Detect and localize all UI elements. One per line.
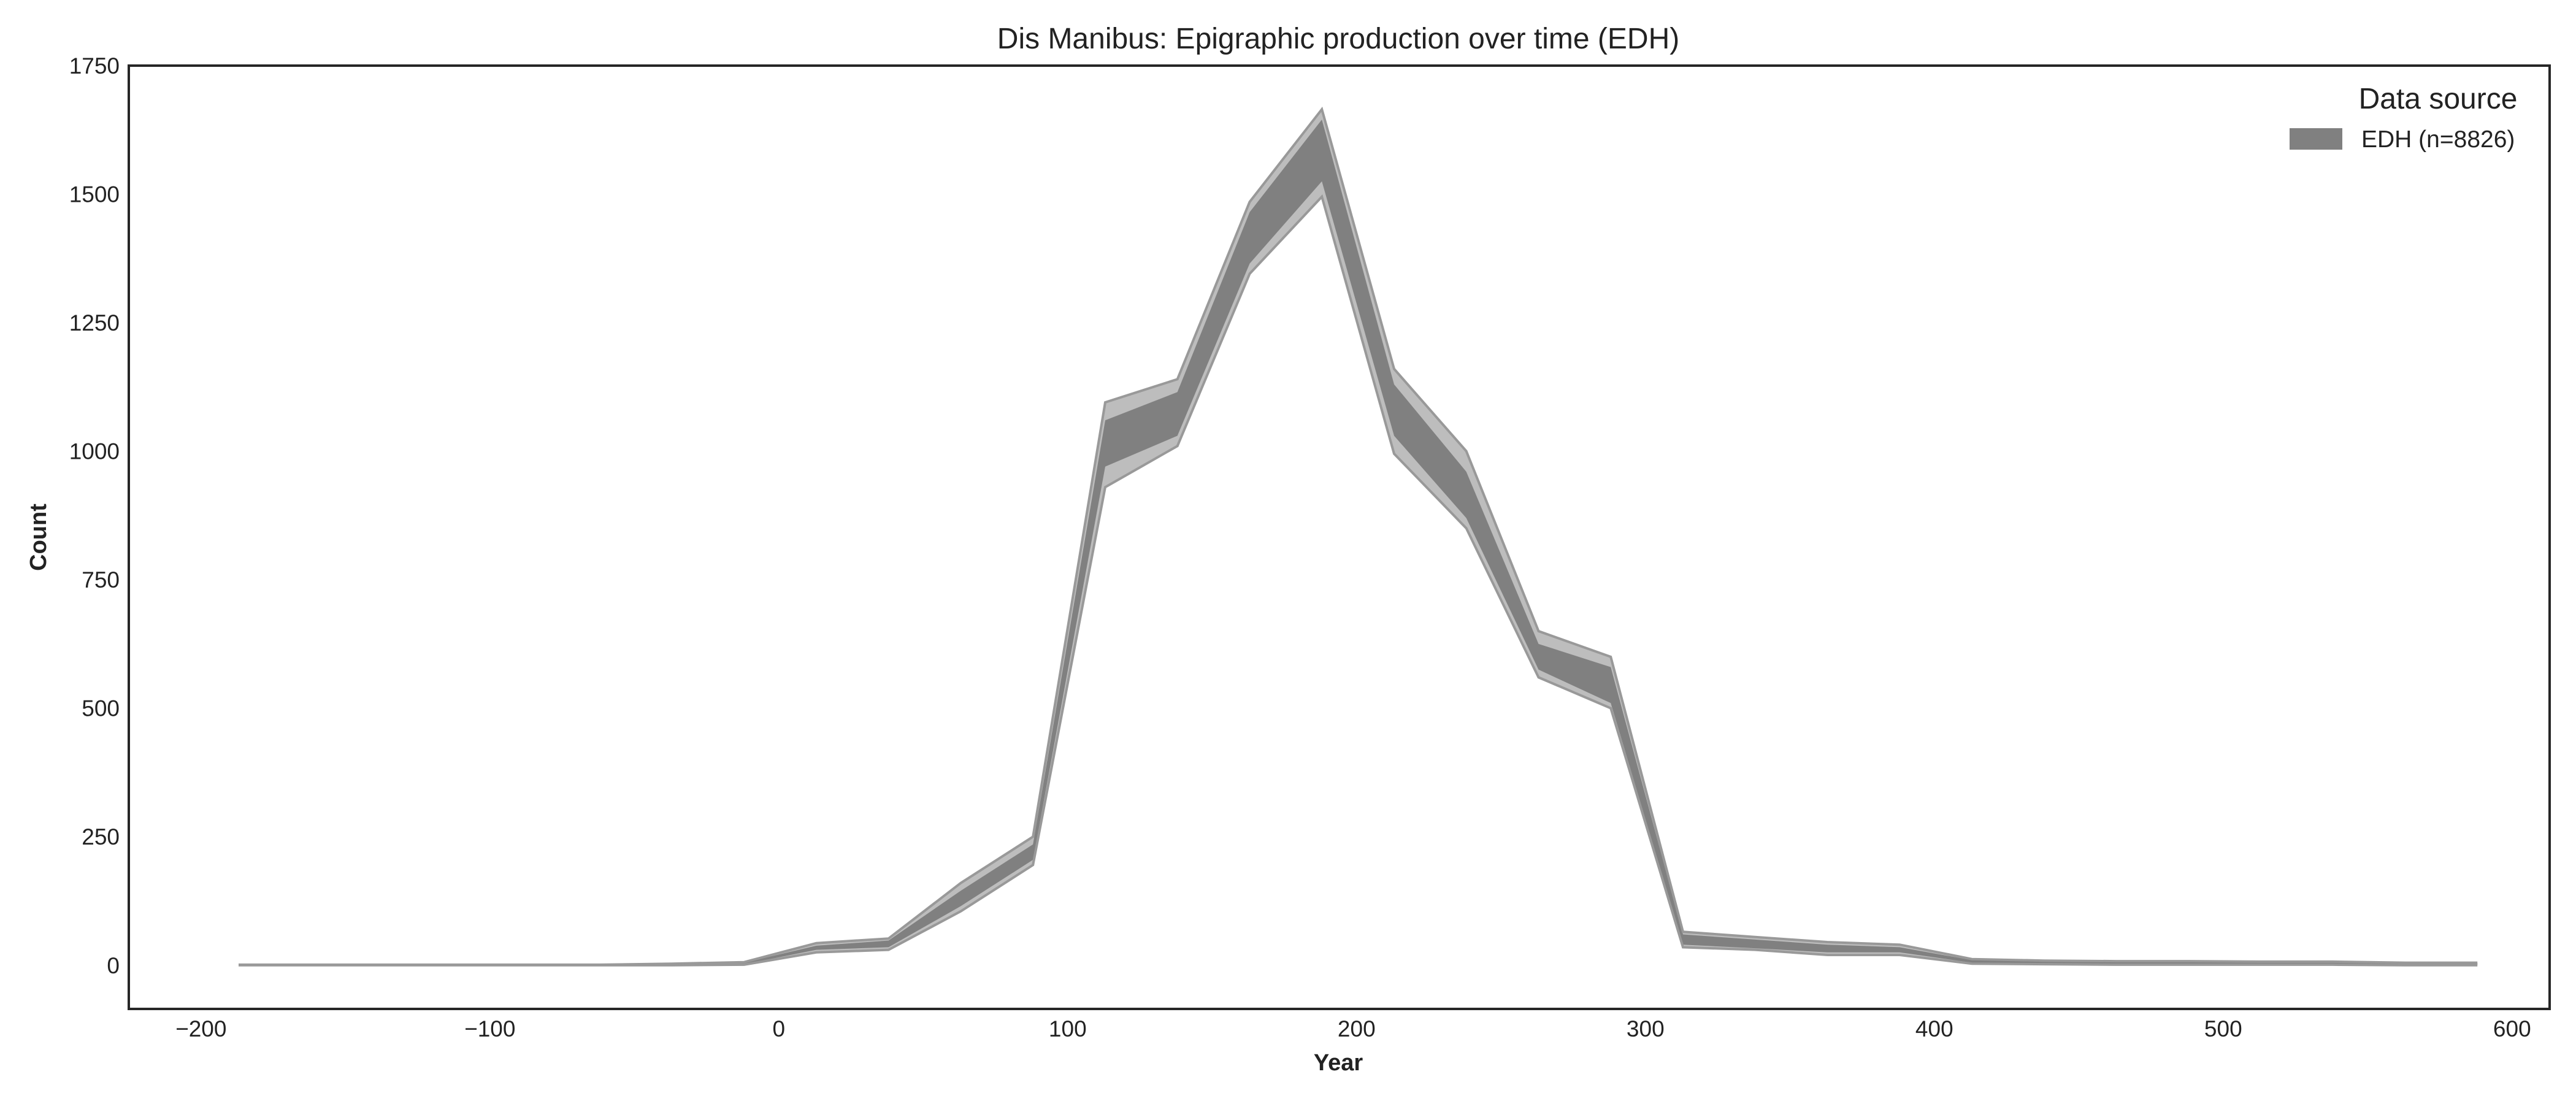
x-tick-label: 100 [1049,1016,1087,1041]
y-tick-label: 250 [82,824,120,849]
x-tick-label: 400 [1915,1016,1953,1041]
y-axis-ticks: 0 250 500 750 1000 1250 1500 1750 [69,53,120,978]
chart-title: Dis Manibus: Epigraphic production over … [997,23,1679,55]
series-0-inner-band [239,120,2478,965]
data-bands [239,106,2478,967]
plot-frame [128,64,2551,1010]
y-tick-label: 1750 [69,53,120,79]
x-axis-label: Year [1314,1050,1363,1076]
x-tick-label: 200 [1338,1016,1376,1041]
legend-swatch [2290,128,2342,150]
plot-area [128,64,2551,1010]
x-axis-ticks: −200 −100 0 100 200 300 400 500 600 [175,1016,2531,1041]
x-tick-label: 300 [1627,1016,1665,1041]
x-tick-label: 0 [773,1016,786,1041]
legend: Data source EDH (n=8826) [2290,83,2517,153]
y-tick-label: 1250 [69,310,120,335]
series-0-lower-line [239,194,2478,967]
legend-title: Data source [2359,83,2518,115]
y-axis-label: Count [26,504,52,571]
y-tick-label: 750 [82,567,120,592]
y-tick-label: 1500 [69,182,120,207]
y-tick-label: 0 [107,953,120,978]
y-tick-label: 1000 [69,439,120,464]
legend-entry-label: EDH (n=8826) [2361,126,2515,153]
x-tick-label: −200 [175,1016,226,1041]
x-tick-label: −100 [464,1016,515,1041]
y-tick-label: 500 [82,696,120,721]
x-tick-label: 500 [2204,1016,2242,1041]
x-tick-label: 600 [2493,1016,2531,1041]
